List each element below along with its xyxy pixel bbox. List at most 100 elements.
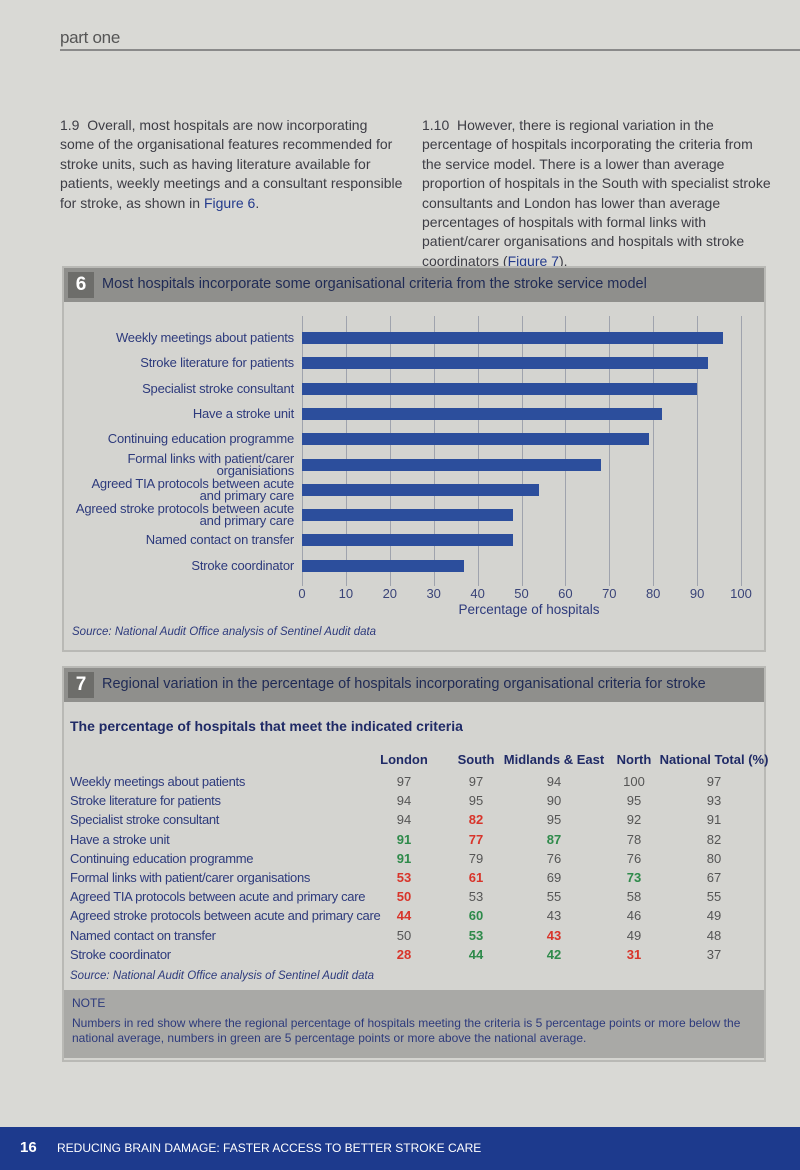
table-cell: 28 [396,946,412,962]
bar [302,458,601,471]
gridline [302,316,303,586]
x-tick-label: 0 [298,586,306,601]
x-axis-label: Percentage of hospitals [458,602,600,617]
table-cell: 50 [396,927,412,943]
category-label: Specialist stroke consultant [68,376,294,401]
note-text: Numbers in red show where the regional p… [72,1016,741,1045]
paragraph-text: However, there is regional variation in … [422,117,771,269]
table-cell: 49 [706,908,722,924]
x-tick-label: 10 [338,586,354,601]
x-tick-label: 30 [426,586,441,601]
table-cell: 60 [468,908,484,924]
table-cell: 44 [396,908,412,924]
gridline [565,316,567,586]
figure-7: 7 Regional variation in the percentage o… [62,666,769,1062]
table-cell: 79 [468,850,484,866]
table-cell: 91 [396,831,412,847]
column-header: National Total (%) [659,752,769,767]
paragraph-1-10: 1.10 However, there is regional variatio… [422,116,772,271]
row-label: Named contact on transfer [70,927,216,943]
category-label-text: Weekly meetings about patients [115,330,294,345]
gridline [345,316,347,586]
x-tick-label: 20 [382,586,398,601]
table-cell: 97 [706,774,722,789]
section-header: part one [60,28,120,47]
table-cell: 78 [626,831,642,847]
figure-7-link[interactable]: Figure 7 [507,252,559,269]
table-cell: 93 [706,793,722,809]
category-label-text: Continuing education programme [107,431,294,447]
row-label: Stroke coordinator [70,946,171,962]
table-cell: 55 [706,889,722,905]
table-cell: 94 [396,793,412,809]
category-label: Agreed stroke protocols between acute an… [68,502,294,528]
bar [302,407,662,420]
row-label: Agreed TIA protocols between acute and p… [70,889,366,905]
table-cell: 44 [468,946,484,962]
table-cell: 42 [546,946,562,962]
footer-title: REDUCING BRAIN DAMAGE: FASTER ACCESS TO … [57,1141,482,1155]
bar [302,559,465,572]
table-cell: 31 [626,946,642,962]
figure-6: 6 Most hospitals incorporate some organi… [62,266,766,652]
row-label: Have a stroke unit [70,831,170,847]
x-tick-label: 100 [730,586,752,601]
table-cell: 97 [396,774,412,789]
table-cell: 80 [706,850,722,866]
table-cell: 61 [468,870,484,885]
gridline [521,316,523,586]
row-label: Specialist stroke consultant [70,812,220,828]
table-cell: 49 [626,927,642,943]
gridline [609,316,611,586]
figure-number: 6 [68,272,94,298]
table-cell: 67 [706,870,722,885]
gridline [477,316,479,586]
table-subtitle: The percentage of hospitals that meet th… [70,718,463,734]
category-label: Stroke literature for patients [68,351,294,376]
table-cell: 94 [396,812,412,828]
gridline [389,316,391,586]
gridline [433,316,435,586]
table-cell: 53 [468,889,484,905]
table-cell: 82 [706,831,722,847]
category-label: Formal links with patient/carer organisi… [68,452,295,477]
page-footer: 16 REDUCING BRAIN DAMAGE: FASTER ACCESS … [0,1127,800,1170]
row-label: Weekly meetings about patients [70,774,246,789]
table-cell: 69 [546,870,562,885]
x-tick-label: 40 [470,586,485,601]
category-label-text: Named contact on transfer [145,532,294,548]
table-cell: 77 [468,831,484,847]
category-label: Agreed TIA protocols between acute and p… [68,477,294,502]
figure-title: Most hospitals incorporate some organisa… [102,276,647,292]
table-cell: 87 [546,831,562,847]
note-box: NOTE Numbers in red show where the regio… [64,990,764,1058]
bar [302,433,649,446]
x-tick-label: 80 [645,586,661,601]
gridline [653,316,655,586]
table-cell: 90 [546,793,562,809]
table-cell: 46 [626,908,642,924]
paragraph-1-9: 1.9 Overall, most hospitals are now inco… [60,116,405,213]
x-tick-label: 60 [558,586,573,601]
table-cell: 55 [546,889,562,905]
column-header: North [616,752,652,767]
table-cell: 43 [546,927,562,943]
category-label: Weekly meetings about patients [68,326,294,351]
figure-7-header: 7 Regional variation in the percentage o… [64,668,764,702]
bar [302,357,709,370]
category-label-text: Stroke literature for patients [140,355,294,371]
figure-title: Regional variation in the percentage of … [102,676,706,692]
table-cell: 100 [623,774,645,789]
paragraph-number: 1.9 [60,117,80,133]
category-label: Stroke coordinator [68,553,294,578]
table-cell: 43 [546,908,562,924]
gridline [697,316,699,586]
table-cell: 73 [626,870,642,885]
row-label: Agreed stroke protocols between acute an… [70,908,381,924]
figure-6-link[interactable]: Figure 6 [203,194,256,211]
figure-source: Source: National Audit Office analysis o… [72,626,377,638]
category-label-text: Have a stroke unit [192,405,294,421]
x-tick-label: 50 [514,586,529,601]
column-header: London [380,752,428,767]
table-cell: 76 [546,850,562,866]
